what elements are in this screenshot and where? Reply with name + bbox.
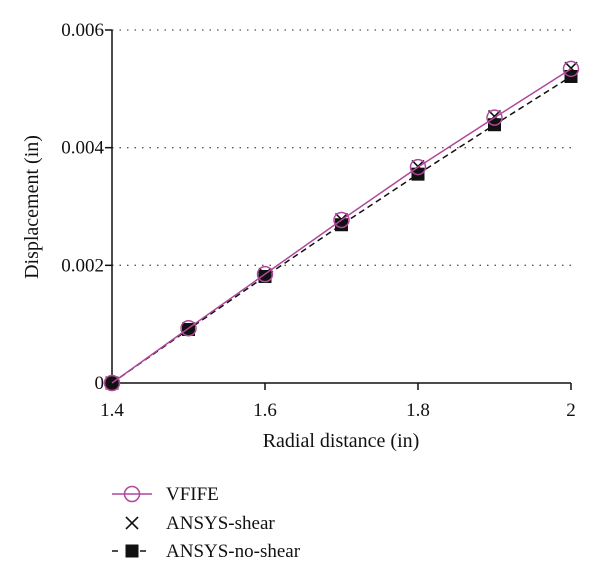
legend-marker-ansys-shear [125, 516, 139, 530]
legend-item-ansys-no-shear: ANSYS-no-shear [112, 541, 301, 562]
legend-label-vfife: VFIFE [166, 484, 219, 505]
axes [111, 30, 571, 384]
legend-item-ansys-shear: ANSYS-shear [125, 513, 275, 534]
data-point-vfife [562, 60, 580, 78]
y-tick-label: 0.004 [61, 138, 104, 159]
data-point-vfife [103, 374, 121, 392]
tick-marks: 0 0.002 0.004 0.006 1.4 1.6 1.8 2 [61, 20, 576, 421]
series-line-vfife [111, 68, 572, 384]
series-vfife [103, 60, 580, 392]
x-tick-label: 1.4 [100, 400, 124, 421]
legend-label-ansys-no-shear: ANSYS-no-shear [166, 541, 301, 562]
data-point-vfife [256, 265, 274, 283]
legend: VFIFE ANSYS-shear ANSYS-no-shear [112, 484, 301, 562]
x-tick-label: 1.6 [253, 400, 277, 421]
x-tick-label: 2 [566, 400, 576, 421]
y-tick-label: 0.002 [61, 255, 104, 276]
data-point-vfife [333, 211, 350, 229]
y-tick-label: 0 [95, 373, 105, 394]
legend-marker-vfife [123, 485, 141, 503]
x-axis-title: Radial distance (in) [263, 430, 420, 452]
legend-label-ansys-shear: ANSYS-shear [166, 513, 275, 534]
legend-item-vfife: VFIFE [112, 484, 219, 505]
legend-marker-ansys-no-shear [125, 544, 139, 558]
data-point-vfife [409, 158, 427, 176]
x-tick-label: 1.8 [406, 400, 430, 421]
data-point-ansys-no-shear [258, 270, 272, 284]
data-point-vfife [486, 109, 503, 126]
x-marker-stroke [125, 516, 139, 530]
series-ansys-no-shear [105, 69, 578, 390]
y-axis-title: Displacement (in) [21, 135, 43, 279]
data-point-vfife [180, 320, 197, 337]
y-tick-label: 0.006 [61, 20, 104, 41]
series [103, 60, 580, 392]
grid-lines [112, 29, 571, 266]
